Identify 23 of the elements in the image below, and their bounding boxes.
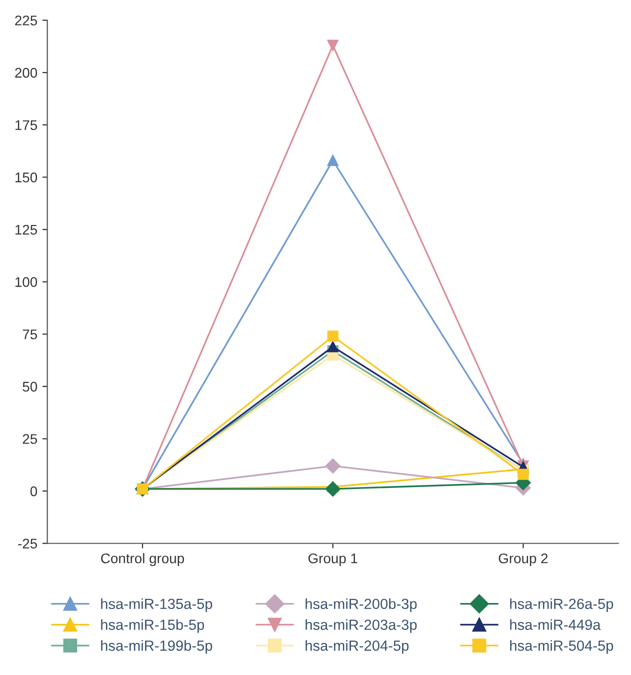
x-tick-label: Control group [101, 553, 184, 566]
legend-label: hsa-miR-203a-3p [306, 619, 417, 633]
y-tick-label: 150 [15, 172, 38, 182]
y-tick-label: 125 [15, 224, 38, 235]
x-tick-label: Group 1 [308, 553, 358, 566]
x-tick-label: Group 2 [498, 553, 548, 566]
legend-label: hsa-miR-199b-5p [101, 640, 212, 654]
y-tick-label: 200 [15, 68, 38, 78]
legend-label: hsa-miR-449a [510, 619, 601, 630]
legend-label: hsa-miR-504-5p [510, 640, 614, 654]
legend-label: hsa-miR-200b-3p [306, 598, 417, 612]
y-tick-label: 75 [22, 330, 38, 340]
legend-label: hsa-miR-204-5p [306, 640, 409, 654]
y-tick-label: -25 [18, 538, 38, 549]
y-tick-label: 0 [30, 486, 38, 496]
legend-label: hsa-miR-15b-5p [101, 619, 204, 633]
y-tick-label: 25 [22, 434, 38, 444]
legend-label: hsa-miR-135a-5p [101, 598, 212, 612]
y-tick-label: 50 [22, 382, 38, 392]
y-tick-label: 100 [15, 277, 38, 287]
legend-label: hsa-miR-26a-5p [510, 598, 614, 612]
y-tick-label: 175 [15, 120, 38, 130]
y-tick-label: 225 [15, 16, 38, 26]
